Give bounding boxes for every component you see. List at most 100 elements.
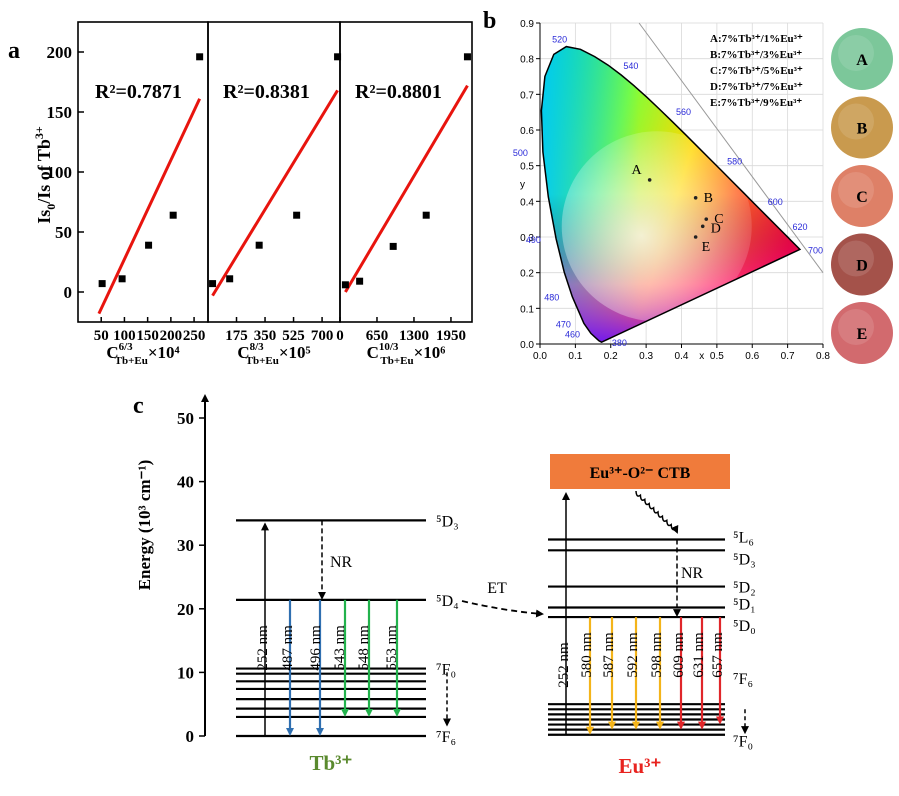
x-tick-label: 0.5 bbox=[710, 351, 724, 362]
wavelength-label: 540 bbox=[623, 61, 638, 71]
r-squared-label: R²=0.8801 bbox=[355, 81, 442, 103]
y-ticks: 0 50 100 150 200 bbox=[47, 43, 84, 302]
panel-b: b 0.0 0.1 0.2 0.3 0.4 0.5 0.6 0.7 0.8 0.0 0.1 0.2 0.… bbox=[483, 8, 893, 364]
eu-wavelength-label: 598 nm bbox=[649, 632, 665, 678]
eu-wavelength-label: 592 nm bbox=[625, 632, 641, 678]
tb-name: Tb³⁺ bbox=[309, 751, 352, 775]
eu-wavelength-label: 609 nm bbox=[671, 632, 687, 678]
y-tick-label: 0.9 bbox=[520, 19, 534, 30]
eu-label-f0: ⁷F₀ bbox=[733, 734, 753, 751]
eu-wavy-arrow bbox=[635, 490, 679, 534]
boundary-line bbox=[638, 22, 824, 273]
eu-nr-label: NR bbox=[681, 565, 704, 582]
y-tick-label: 0.5 bbox=[520, 162, 534, 173]
subplot-frame bbox=[77, 21, 209, 323]
cie-point-label: A bbox=[632, 163, 643, 178]
eu-wavelength-label: 631 nm bbox=[691, 632, 707, 678]
data-point bbox=[463, 53, 471, 61]
wavelength-label: 500 bbox=[513, 148, 528, 158]
x-tick-label: 0.1 bbox=[568, 351, 582, 362]
r-squared-label: R²=0.7871 bbox=[95, 81, 182, 103]
eu-wavelength-label: 252 nm bbox=[556, 642, 572, 688]
wavelength-label: 700 bbox=[808, 245, 823, 255]
wavelength-label: 520 bbox=[552, 35, 567, 45]
x-axis-label: C6/3 Tb+Eu×10⁴ bbox=[106, 341, 179, 367]
swatch-c bbox=[831, 165, 893, 227]
wavelength-label: 460 bbox=[565, 329, 580, 339]
x-tick-label: 100 bbox=[113, 328, 136, 344]
x-tick-label: 0.0 bbox=[533, 351, 547, 362]
legend-entry: A:7%Tb³⁺/1%Eu³⁺ bbox=[710, 33, 803, 45]
cie-point bbox=[647, 178, 652, 182]
data-point bbox=[356, 277, 364, 285]
cie-point-label: D bbox=[711, 221, 721, 236]
legend-entry: B:7%Tb³⁺/3%Eu³⁺ bbox=[710, 49, 802, 61]
panel-label-a: a bbox=[8, 38, 20, 64]
cie-point bbox=[693, 235, 698, 239]
r-squared-label: R²=0.8381 bbox=[223, 81, 310, 103]
data-point bbox=[341, 281, 349, 289]
tb-label-f6: ⁷F₆ bbox=[436, 729, 456, 746]
eu-label-d2: ⁵D₂ bbox=[733, 580, 756, 597]
y-tick-label: 0 bbox=[186, 727, 195, 746]
y-axis-label: y bbox=[520, 180, 525, 191]
ctb-box bbox=[550, 454, 730, 489]
eu-label-l6: ⁵L₆ bbox=[733, 529, 754, 546]
data-point bbox=[169, 211, 177, 219]
x-tick-label: 0.6 bbox=[745, 351, 759, 362]
energy-axis-label: Energy (10³ cm⁻¹) bbox=[135, 460, 154, 591]
gamut-white-point bbox=[561, 131, 752, 322]
data-point bbox=[209, 280, 217, 288]
y-tick-label: 0.0 bbox=[520, 340, 534, 351]
data-point bbox=[196, 53, 204, 61]
y-tick-label: 100 bbox=[47, 163, 73, 182]
data-point bbox=[145, 241, 153, 249]
ctb-label: Eu³⁺-O²⁻ CTB bbox=[590, 465, 691, 482]
x-tick-label: 0.2 bbox=[604, 351, 618, 362]
eu-label-d1: ⁵D₁ bbox=[733, 597, 756, 614]
x-tick-label: 1950 bbox=[436, 328, 466, 344]
cie-point bbox=[700, 224, 705, 229]
tb-nr-label: NR bbox=[330, 554, 353, 571]
x-tick-label: 650 bbox=[366, 328, 389, 344]
legend-entry: E:7%Tb³⁺/9%Eu³⁺ bbox=[710, 97, 802, 109]
subplot-2: 175 350 525 700 R²=0.8381 C8/3 Tb+Eu×10⁵ bbox=[207, 21, 342, 367]
x-tick-label: 0.3 bbox=[639, 351, 653, 362]
panel-c: c Energy (10³ cm⁻¹) 0 10 20 30 40 50 ⁵D₃ ⁵D₄ ⁷F… bbox=[133, 393, 756, 778]
eu-wavelength-label: 657 nm bbox=[710, 632, 726, 678]
wavelength-label: 560 bbox=[676, 107, 691, 117]
tb-wavelength-label: 543 nm bbox=[332, 625, 348, 671]
eu-wavelength-label: 580 nm bbox=[579, 632, 595, 678]
x-tick-label: 350 bbox=[254, 328, 277, 344]
data-point bbox=[422, 211, 430, 219]
x-tick-label: 150 bbox=[136, 328, 159, 344]
x-tick-label: 0.8 bbox=[816, 351, 830, 362]
wavelength-label: 620 bbox=[792, 222, 807, 232]
cie-point-label: C bbox=[714, 212, 723, 227]
cie-point-label: B bbox=[704, 191, 713, 206]
legend-entry: C:7%Tb³⁺/5%Eu³⁺ bbox=[710, 65, 803, 77]
tb-wavelength-label: 487 nm bbox=[280, 625, 296, 671]
panel-label-c: c bbox=[133, 393, 144, 419]
spectral-locus bbox=[540, 45, 802, 344]
cie-point bbox=[704, 217, 709, 221]
x-tick-label: 0.7 bbox=[781, 351, 795, 362]
data-point bbox=[226, 275, 234, 283]
et-label: ET bbox=[487, 580, 507, 597]
energy-axis: 0 10 20 30 40 50 bbox=[177, 394, 209, 746]
y-tick-label: 0.4 bbox=[520, 197, 534, 208]
x-axis-label: C8/3 Tb+Eu×10⁵ bbox=[237, 341, 310, 367]
y-tick-label: 0.1 bbox=[520, 304, 534, 315]
data-point bbox=[334, 53, 342, 61]
data-point bbox=[389, 242, 397, 250]
fit-line bbox=[344, 84, 469, 293]
tb-wavelength-label: 553 nm bbox=[384, 625, 400, 671]
y-tick-label: 0.6 bbox=[520, 126, 534, 137]
swatch-highlight bbox=[838, 240, 874, 277]
swatch-label: C bbox=[856, 189, 868, 206]
swatch-label: E bbox=[857, 326, 868, 343]
swatch-label: A bbox=[856, 52, 868, 69]
swatch-a bbox=[831, 28, 893, 90]
